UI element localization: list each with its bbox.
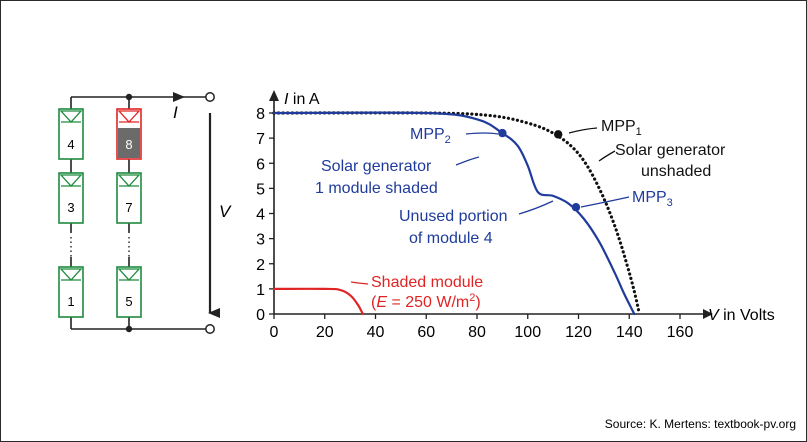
- y-tick-label: 5: [256, 181, 265, 198]
- pv-module-3: 3: [58, 172, 84, 224]
- terminal-top: [205, 92, 215, 102]
- circuit-diagram: V I 4 3 1: [58, 92, 232, 334]
- mpp-point-3: [571, 203, 581, 212]
- y-axis-title: I in A: [284, 91, 320, 108]
- mpp-point-1: [554, 130, 563, 139]
- leader-mpp1: [568, 127, 598, 134]
- annotation-shaded-module-2: (E = 250 W/m2): [371, 292, 481, 311]
- leader-mpp2: [465, 132, 499, 135]
- mpp1-label: MPP1: [601, 118, 642, 138]
- y-tick-label: 4: [256, 207, 265, 224]
- series-line-2: [272, 287, 364, 316]
- leader-lines: [350, 127, 630, 285]
- leader-shaded: [455, 156, 480, 166]
- annotation-unused-2: of module 4: [409, 230, 493, 247]
- y-tick-label: 0: [256, 307, 265, 324]
- string-left: 4 3 1: [58, 97, 84, 329]
- leader-unshaded: [598, 150, 616, 162]
- chart-series: [272, 111, 641, 316]
- x-tick-label: 100: [514, 324, 541, 341]
- annotation-unshaded-2: unshaded: [641, 163, 711, 180]
- series-line-1: [272, 111, 636, 316]
- svg-text:8: 8: [125, 137, 132, 152]
- x-tick-label: 20: [316, 324, 334, 341]
- pv-module-8-shaded: 8: [116, 108, 142, 160]
- string-right: 8 7 5: [116, 97, 142, 329]
- svg-text:1: 1: [67, 294, 74, 309]
- leader-shaded-module: [350, 281, 369, 285]
- pv-module-1: 1: [58, 266, 84, 318]
- annotation-unshaded-1: Solar generator: [615, 142, 726, 159]
- mpp2-label: MPP2: [410, 126, 451, 146]
- svg-text:3: 3: [67, 200, 74, 215]
- mpp3-label: MPP3: [632, 189, 673, 209]
- y-tick-label: 8: [256, 106, 265, 123]
- x-axis-arrow: [703, 309, 713, 319]
- svg-text:5: 5: [125, 294, 132, 309]
- y-tick-label: 2: [256, 257, 265, 274]
- svg-text:7: 7: [125, 200, 132, 215]
- x-axis-title: V in Volts: [708, 307, 775, 324]
- series-line-0: [272, 111, 641, 316]
- leader-mpp3: [580, 196, 630, 208]
- y-tick-label: 6: [256, 156, 265, 173]
- chart-axes: [269, 90, 713, 319]
- annotation-unused-1: Unused portion: [399, 208, 508, 225]
- mpp-point-2: [498, 128, 507, 138]
- mpp-points: [498, 128, 581, 212]
- pv-module-5: 5: [116, 266, 142, 318]
- chart-ticks: 0 20 40 60 80 100 120 140 160 0 1 2 3 4 5 6 7 8: [256, 106, 693, 341]
- terminal-bottom: [205, 324, 215, 334]
- iv-chart: 0 20 40 60 80 100 120 140 160 0 1 2 3 4 5 6 7 8 I in A V …: [256, 90, 775, 341]
- x-tick-label: 140: [616, 324, 643, 341]
- x-tick-label: 60: [417, 324, 435, 341]
- annotation-shaded-1: Solar generator: [321, 158, 432, 175]
- source-credit: Source: K. Mertens: textbook-pv.org: [604, 417, 796, 431]
- y-tick-label: 1: [256, 282, 265, 299]
- y-tick-label: 3: [256, 232, 265, 249]
- x-tick-label: 160: [667, 324, 694, 341]
- leader-unused: [518, 200, 554, 215]
- y-tick-label: 7: [256, 131, 265, 148]
- pv-module-7: 7: [116, 172, 142, 224]
- annotation-shaded-2: 1 module shaded: [315, 180, 438, 197]
- voltage-label: V: [219, 202, 232, 221]
- x-tick-label: 120: [565, 324, 592, 341]
- x-tick-label: 80: [468, 324, 486, 341]
- x-tick-label: 0: [270, 324, 279, 341]
- y-axis-arrow: [269, 90, 279, 101]
- annotation-shaded-module-1: Shaded module: [371, 274, 483, 291]
- svg-text:4: 4: [67, 137, 74, 152]
- current-label: I: [173, 103, 178, 122]
- pv-module-4: 4: [58, 108, 84, 160]
- current-arrow: [173, 92, 185, 102]
- x-tick-label: 40: [367, 324, 385, 341]
